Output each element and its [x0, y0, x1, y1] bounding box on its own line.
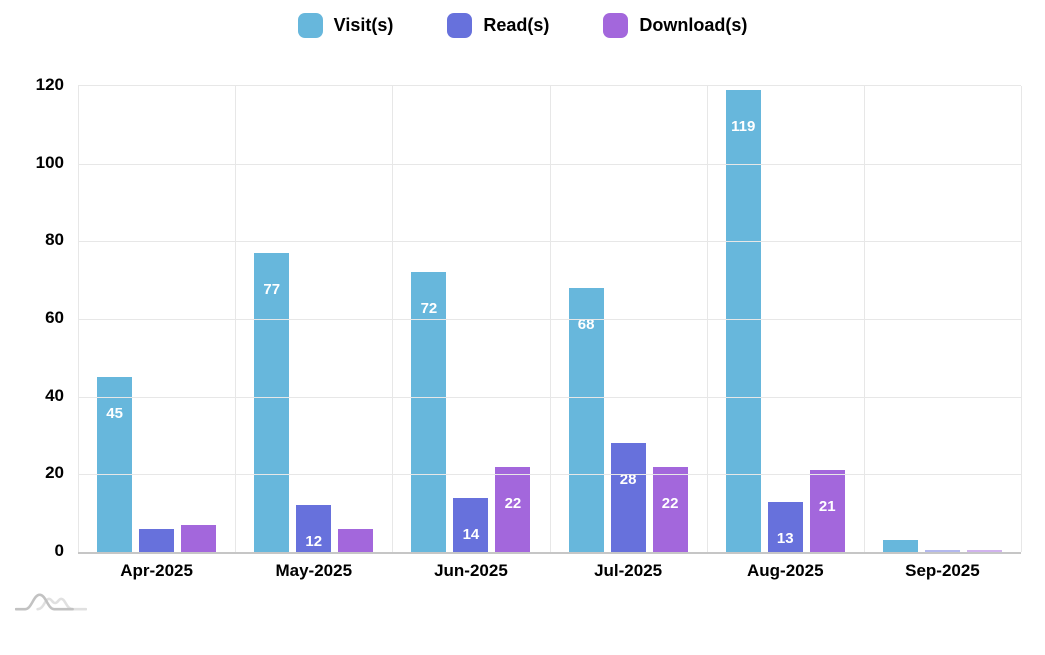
bar-visit-s-jul-2025[interactable]: 68 [568, 287, 604, 552]
bar-value-label: 13 [776, 529, 794, 547]
bar-download-s-apr-2025[interactable] [181, 524, 217, 552]
bar-download-s-may-2025[interactable] [338, 528, 374, 552]
gridline-vertical [549, 86, 551, 552]
gridline-vertical [392, 86, 394, 552]
gridline-vertical [78, 86, 79, 552]
bar-group-apr-2025: 45 [78, 86, 235, 552]
bar-value-label: 45 [106, 405, 123, 423]
bar-value-label: 14 [462, 525, 480, 543]
x-axis-label-sep-2025: Sep-2025 [905, 561, 980, 580]
x-axis-label-may-2025: May-2025 [275, 561, 353, 580]
x-axis-label-jun-2025: Jun-2025 [434, 561, 508, 580]
bar-download-s-jul-2025[interactable]: 22 [652, 466, 688, 552]
gridline-vertical [863, 86, 865, 552]
legend-swatch [603, 13, 629, 38]
bar-value-label: 22 [504, 494, 522, 512]
bar-value-label: 77 [263, 280, 281, 298]
bar-visit-s-sep-2025[interactable] [882, 540, 918, 552]
bar-visit-s-jun-2025[interactable]: 72 [411, 272, 447, 552]
gridline-vertical [706, 86, 708, 552]
bar-download-s-aug-2025[interactable]: 21 [809, 470, 845, 552]
bar-read-s-may-2025[interactable]: 12 [296, 505, 332, 552]
bar-read-s-apr-2025[interactable] [139, 528, 175, 552]
legend: Visit(s) Read(s) Download(s) [0, 13, 1045, 38]
y-axis-tick-label: 40 [45, 385, 64, 405]
y-axis-tick-label: 120 [35, 75, 64, 94]
bar-download-s-sep-2025[interactable] [966, 550, 1002, 552]
gridline-vertical [235, 86, 237, 552]
gridline-vertical [1021, 86, 1022, 552]
legend-swatch [297, 13, 323, 38]
legend-item-read-s[interactable]: Read(s) [447, 13, 549, 38]
bar-group-sep-2025 [864, 86, 1021, 552]
bar-visit-s-may-2025[interactable]: 77 [254, 252, 290, 552]
y-axis-tick-label: 60 [45, 308, 64, 327]
x-axis-label-jul-2025: Jul-2025 [594, 561, 663, 580]
x-axis: Apr-2025 May-2025 Jun-2025 Jul-2025 Aug-2025… [78, 561, 1021, 581]
bar-download-s-jun-2025[interactable]: 22 [495, 466, 531, 552]
bar-visit-s-apr-2025[interactable]: 45 [97, 377, 133, 552]
y-axis-tick-label: 80 [45, 230, 64, 250]
amcharts-logo-icon[interactable] [14, 591, 88, 615]
bar-value-label: 12 [305, 533, 323, 551]
bar-visit-s-aug-2025[interactable]: 119 [725, 89, 761, 552]
bar-read-s-jun-2025[interactable]: 14 [453, 497, 489, 552]
bar-value-label: 22 [661, 494, 679, 512]
legend-swatch [447, 13, 473, 38]
bar-read-s-aug-2025[interactable]: 13 [767, 501, 803, 552]
bar-read-s-jul-2025[interactable]: 28 [610, 443, 646, 552]
y-axis-tick-label: 20 [45, 463, 64, 483]
y-axis-tick-label: 100 [35, 152, 64, 172]
plot-area: 45 77 12 72 14 22 68 28 22 119 13 21 [78, 85, 1022, 554]
x-axis-label-aug-2025: Aug-2025 [747, 561, 824, 580]
bar-value-label: 72 [420, 300, 438, 318]
legend-label: Read(s) [483, 15, 550, 35]
y-axis-tick-label: 0 [54, 541, 64, 560]
legend-label: Visit(s) [333, 15, 394, 35]
x-axis-label-apr-2025: Apr-2025 [120, 561, 193, 580]
bar-value-label: 21 [818, 498, 836, 516]
bar-read-s-sep-2025[interactable] [924, 550, 960, 552]
legend-label: Download(s) [639, 15, 748, 35]
bar-value-label: 119 [731, 117, 756, 135]
legend-item-visit-s[interactable]: Visit(s) [297, 13, 394, 38]
legend-item-download-s[interactable]: Download(s) [603, 13, 747, 38]
